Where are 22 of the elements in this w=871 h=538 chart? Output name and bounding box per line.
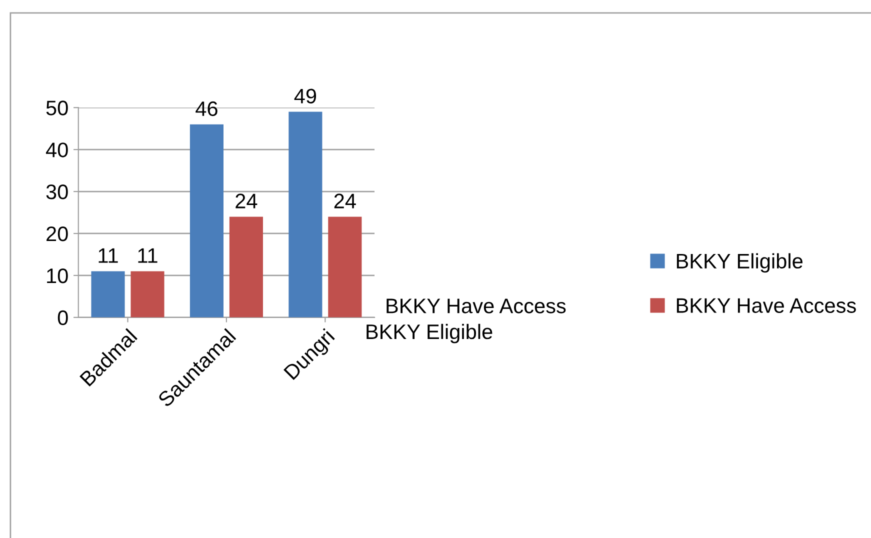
bar	[328, 216, 362, 318]
legend-label: BKKY Eligible	[676, 253, 802, 273]
data-label: 11	[138, 248, 158, 263]
bar	[91, 271, 125, 318]
data-label: 24	[236, 194, 258, 208]
y-tick-label: 30	[46, 184, 68, 200]
y-tick-label: 50	[46, 100, 68, 116]
text: BKKY Eligible	[366, 324, 492, 344]
bar	[190, 124, 224, 318]
bar	[130, 271, 164, 318]
data-label: 11	[98, 248, 118, 263]
y-tick-label: 0	[58, 310, 68, 326]
legend-label: BKKY Have Access	[676, 298, 856, 313]
y-tick-label: 20	[46, 226, 68, 242]
y-tick-label: 10	[47, 268, 68, 284]
data-label: 46	[196, 101, 218, 116]
bar	[288, 112, 322, 318]
data-label: 24	[334, 194, 356, 208]
text: BKKY Have Access	[386, 298, 566, 314]
y-tick-label: 40	[46, 142, 68, 158]
bar	[229, 216, 263, 318]
data-label: 49	[294, 88, 316, 104]
